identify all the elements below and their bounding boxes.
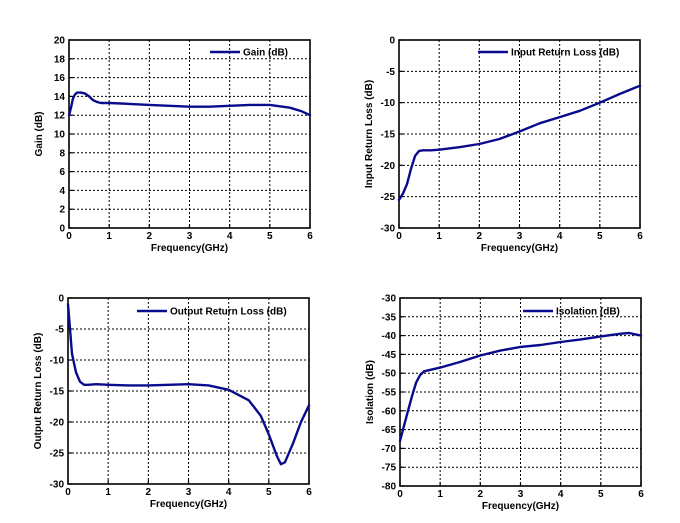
x-tick-label: 1 xyxy=(437,489,443,500)
x-tick-label: 5 xyxy=(266,487,272,498)
y-tick-label: 6 xyxy=(59,167,65,178)
y-tick-label: 0 xyxy=(58,294,64,305)
legend-label: Isolation (dB) xyxy=(556,307,620,318)
x-tick-label: 0 xyxy=(65,487,71,498)
x-tick-label: 3 xyxy=(517,231,523,242)
y-tick-label: -25 xyxy=(50,449,65,460)
y-tick-label: -60 xyxy=(382,406,397,417)
y-tick-label: -5 xyxy=(386,67,395,78)
x-tick-label: 3 xyxy=(187,231,193,242)
x-tick-label: 2 xyxy=(478,489,484,500)
y-tick-label: 18 xyxy=(54,54,66,65)
output-return-loss-chart: 0 1 2 3 4 5 6 -30 -25 -20 -15 -10 -5 0 Frequency(GHz) O… xyxy=(33,294,312,511)
y-tick-label: 14 xyxy=(54,92,66,103)
series-line xyxy=(66,303,311,466)
y-tick-label: -30 xyxy=(381,224,396,235)
x-tick-label: 6 xyxy=(307,231,313,242)
x-tick-label: 3 xyxy=(518,489,524,500)
x-tick-label: 4 xyxy=(558,489,564,500)
x-axis-label: Frequency(GHz) xyxy=(151,243,228,254)
x-tick-label: 4 xyxy=(227,231,233,242)
series-line xyxy=(397,84,642,202)
x-tick-label: 2 xyxy=(147,231,153,242)
legend-label: Input Return Loss (dB) xyxy=(511,48,619,59)
x-tick-label: 6 xyxy=(306,487,312,498)
legend: Isolation (dB) xyxy=(523,307,620,318)
y-axis-label: Input Return Loss (dB) xyxy=(364,80,375,188)
legend-label: Gain (dB) xyxy=(243,48,288,59)
y-tick-label: -30 xyxy=(382,294,397,305)
x-tick-label: 0 xyxy=(396,231,402,242)
x-tick-label: 5 xyxy=(597,231,603,242)
y-tick-label: -75 xyxy=(382,463,397,474)
y-tick-label: 12 xyxy=(54,111,66,122)
x-tick-label: 1 xyxy=(436,231,442,242)
y-tick-label: -30 xyxy=(50,480,65,491)
y-axis-label: Gain (dB) xyxy=(34,112,45,157)
x-tick-label: 0 xyxy=(397,489,403,500)
isolation-chart: 0 1 2 3 4 5 6 -80 -75 -70 -65 -60 -55 -50 -45 -40 -35 -30… xyxy=(365,294,644,513)
y-axis-label: Output Return Loss (dB) xyxy=(33,333,44,450)
x-tick-label: 6 xyxy=(638,489,644,500)
y-tick-label: 0 xyxy=(59,224,65,235)
x-axis-label: Frequency(GHz) xyxy=(150,499,227,510)
y-tick-label: -25 xyxy=(381,192,396,203)
y-tick-label: 0 xyxy=(389,36,395,47)
y-tick-label: 20 xyxy=(54,36,66,47)
y-tick-label: -15 xyxy=(381,130,396,141)
x-tick-label: 3 xyxy=(186,487,192,498)
x-tick-label: 2 xyxy=(146,487,152,498)
x-tick-label: 2 xyxy=(477,231,483,242)
x-tick-label: 6 xyxy=(637,231,643,242)
y-tick-label: 10 xyxy=(54,130,66,141)
y-tick-label: -5 xyxy=(55,325,64,336)
gain-chart: 0 1 2 3 4 5 602468101214161820Frequency(GHz)Ga… xyxy=(34,36,313,255)
series-line xyxy=(67,91,312,117)
x-tick-label: 1 xyxy=(106,231,112,242)
legend-label: Output Return Loss (dB) xyxy=(170,307,287,318)
y-axis-label: Isolation (dB) xyxy=(365,360,376,424)
y-tick-label: -15 xyxy=(50,387,65,398)
y-tick-label: 8 xyxy=(59,148,65,159)
y-tick-label: -20 xyxy=(50,418,65,429)
y-tick-label: -20 xyxy=(381,161,396,172)
x-axis-label: Frequency(GHz) xyxy=(481,243,558,254)
y-tick-label: 16 xyxy=(54,73,66,84)
input-return-loss-chart: 0 1 2 3 4 5 6 -30 -25 -20 -15 -10 -5 0 Frequency(GHz) I… xyxy=(364,36,643,255)
series-line xyxy=(398,331,643,443)
y-tick-label: -10 xyxy=(381,98,396,109)
y-tick-label: -70 xyxy=(382,444,397,455)
x-tick-label: 0 xyxy=(66,231,72,242)
x-tick-label: 5 xyxy=(598,489,604,500)
y-tick-label: -55 xyxy=(382,388,397,399)
y-tick-label: -80 xyxy=(382,482,397,493)
x-tick-label: 4 xyxy=(226,487,232,498)
y-tick-label: 4 xyxy=(59,186,65,197)
y-tick-label: -65 xyxy=(382,425,397,436)
legend: Input Return Loss (dB) xyxy=(478,48,619,59)
y-tick-label: -35 xyxy=(382,312,397,323)
legend: Output Return Loss (dB) xyxy=(137,307,287,318)
legend: Gain (dB) xyxy=(210,48,288,59)
y-tick-label: -50 xyxy=(382,369,397,380)
x-tick-label: 5 xyxy=(267,231,273,242)
x-tick-label: 4 xyxy=(557,231,563,242)
y-tick-label: -10 xyxy=(50,356,65,367)
y-tick-label: 2 xyxy=(59,205,65,216)
y-tick-label: -45 xyxy=(382,350,397,361)
x-axis-label: Frequency(GHz) xyxy=(482,501,559,512)
y-tick-label: -40 xyxy=(382,331,397,342)
x-tick-label: 1 xyxy=(105,487,111,498)
